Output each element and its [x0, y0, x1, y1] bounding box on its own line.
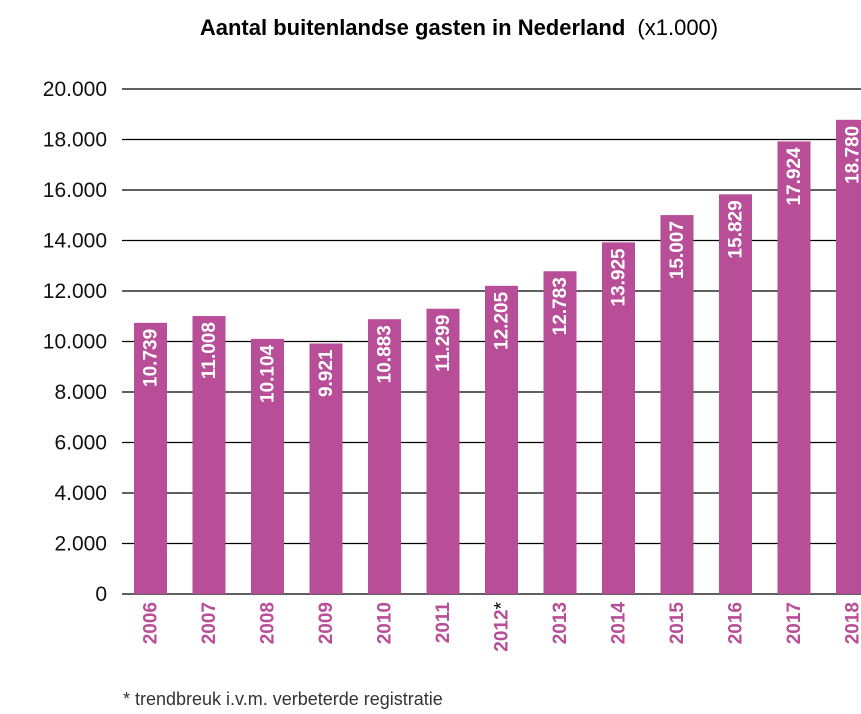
bar-value-label: 10.739 [141, 329, 162, 387]
bar-value-label: 10.883 [375, 325, 396, 383]
bar-value-label: 11.299 [433, 315, 454, 372]
x-tick-label: 2012* [492, 601, 513, 651]
x-tick-label: 2010 [375, 602, 396, 644]
bar-value-label: 15.829 [726, 200, 747, 258]
y-tick-label: 20.000 [43, 78, 107, 101]
y-tick-label: 16.000 [43, 179, 107, 202]
bar-value-label: 12.205 [492, 291, 513, 350]
bar-2018 [836, 119, 861, 595]
trend-break-marker: * [492, 601, 513, 609]
x-tick-label: 2017 [784, 602, 805, 644]
x-tick-label: 2014 [609, 602, 630, 645]
bar-2015 [660, 215, 694, 595]
bar-2017 [777, 141, 811, 594]
x-tick-label: 2011 [433, 602, 454, 644]
y-tick-label: 2.000 [54, 533, 107, 556]
bar-value-label: 17.924 [784, 147, 805, 206]
x-tick-label: 2018 [843, 602, 861, 644]
bar-value-label: 10.104 [258, 344, 279, 403]
chart-title-main: Aantal buitenlandse gasten in Nederland [200, 15, 625, 40]
bar-value-label: 18.780 [843, 126, 861, 184]
bars [134, 119, 861, 595]
bar-value-label: 11.008 [199, 322, 220, 379]
y-tick-label: 0 [95, 583, 107, 606]
y-tick-label: 8.000 [54, 381, 107, 404]
y-tick-label: 4.000 [54, 482, 107, 505]
footnote: * trendbreuk i.v.m. verbeterde registrat… [123, 689, 443, 709]
bar-value-label: 9.921 [316, 349, 337, 397]
bar-2007 [192, 316, 226, 594]
bar-2009 [309, 343, 343, 594]
bar-2010 [368, 319, 401, 594]
y-axis-ticks: 0 2.000 4.000 6.000 8.000 10.000 12.000 14.000 1… [43, 78, 107, 606]
x-tick-label: 2015 [667, 602, 688, 645]
bar-value-labels: 10.739 11.008 10.104 9.921 10.883 11.299 12.20… [141, 126, 861, 403]
bar-2012 [485, 285, 518, 594]
bar-value-label: 15.007 [667, 221, 688, 279]
bar-2006 [134, 322, 167, 594]
bar-value-label: 13.925 [609, 248, 630, 307]
bar-2016 [719, 194, 752, 594]
bar-2013 [543, 271, 577, 594]
x-tick-label: 2006 [141, 602, 162, 644]
y-tick-label: 10.000 [43, 331, 107, 354]
y-tick-label: 12.000 [43, 280, 107, 303]
chart-title: Aantal buitenlandse gasten in Nederland … [200, 15, 718, 40]
x-tick-label: 2009 [316, 602, 337, 644]
x-tick-label: 2013 [550, 602, 571, 644]
x-axis-labels: 2006 2007 2008 2009 2010 2011 2012* 2013 2014 201… [141, 601, 861, 651]
chart-title-unit: (x1.000) [637, 15, 718, 40]
y-tick-label: 14.000 [43, 230, 107, 253]
bar-2011 [426, 308, 460, 594]
x-tick-label: 2007 [199, 602, 220, 644]
y-tick-label: 6.000 [54, 432, 107, 455]
bar-2008 [251, 338, 284, 594]
x-tick-label: 2008 [258, 602, 279, 644]
y-tick-label: 18.000 [43, 129, 107, 152]
x-tick-label: 2016 [726, 602, 747, 644]
bar-value-label: 12.783 [550, 277, 571, 335]
bar-2014 [602, 242, 635, 595]
